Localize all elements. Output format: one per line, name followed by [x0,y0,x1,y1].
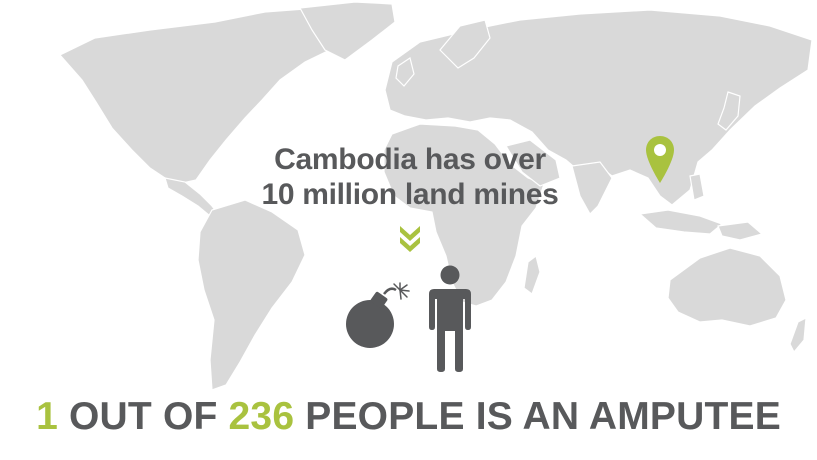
headline-line-2: 10 million land mines [261,178,559,211]
japan-landmass [717,91,741,131]
map-pin-icon [646,136,674,183]
eurasia-landmass [384,9,813,206]
british-isles-landmass [395,57,415,87]
amputee-statistic: 1 OUT OF 236 PEOPLE IS AN AMPUTEE [0,395,817,439]
headline-line-1: Cambodia has over [274,143,546,176]
south-america-landmass [197,199,306,391]
statistic-text-b: PEOPLE IS AN AMPUTEE [294,395,781,438]
bomb-icon [346,282,410,348]
new-zealand-landmass [789,316,807,354]
double-chevron-down-icon [400,226,420,252]
philippines-landmass [689,173,705,201]
africa-landmass [383,123,545,307]
southeast-asia-islands [638,209,724,235]
statistic-count: 1 [36,395,58,438]
statistic-text-a: OUT OF [57,395,229,438]
india-landmass [571,161,613,215]
new-guinea-landmass [717,221,764,241]
north-america-landmass [59,7,351,185]
greenland-landmass [299,1,396,61]
arabian-peninsula-landmass [505,139,561,187]
australia-landmass [667,247,787,327]
headline: Cambodia has over 10 million land mines [200,142,620,212]
statistic-total: 236 [228,395,295,438]
person-icon [429,265,471,372]
scandinavia-landmass [439,19,491,69]
madagascar-landmass [523,254,541,295]
